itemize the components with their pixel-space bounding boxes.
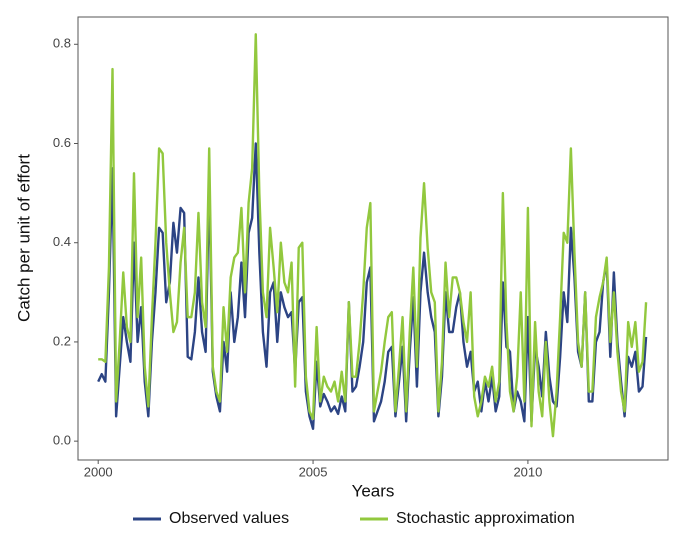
x-tick-label: 2005 [299, 464, 328, 479]
y-axis-title: Catch per unit of effort [14, 154, 33, 322]
x-tick-label: 2000 [84, 464, 113, 479]
y-tick-label: 0.0 [53, 433, 71, 448]
y-tick-label: 0.6 [53, 135, 71, 150]
y-tick-label: 0.8 [53, 36, 71, 51]
y-tick-label: 0.4 [53, 234, 71, 249]
x-tick-label: 2010 [513, 464, 542, 479]
legend-text: Stochastic approximation [396, 510, 575, 527]
series-line [98, 33, 648, 438]
y-tick-label: 0.2 [53, 333, 71, 348]
x-axis-title: Years [352, 481, 395, 500]
legend-text: Observed values [169, 510, 289, 527]
